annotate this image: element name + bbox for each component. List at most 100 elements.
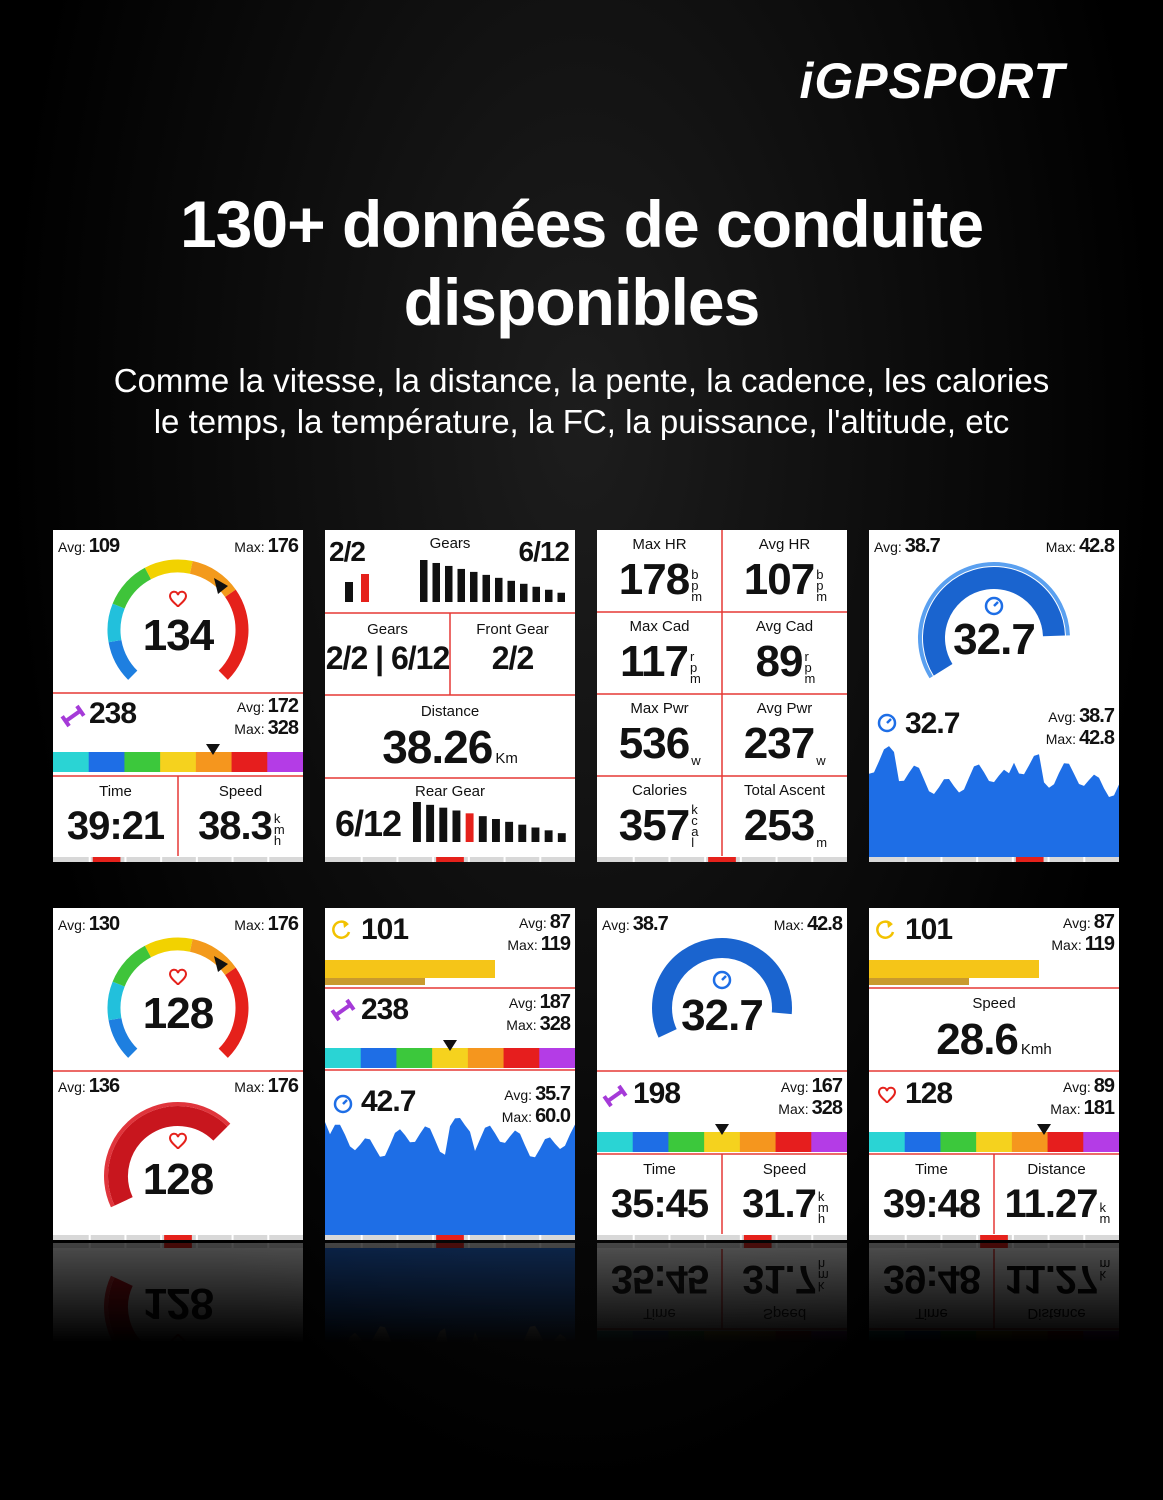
graphic — [267, 857, 270, 862]
graphic — [107, 981, 125, 1021]
graphic — [325, 1048, 362, 1068]
graphic — [360, 1235, 363, 1240]
graphic — [467, 1243, 470, 1248]
graphic — [325, 1243, 575, 1248]
graphic — [231, 1243, 234, 1248]
graphic — [107, 603, 125, 643]
graphic — [436, 857, 464, 862]
graphic — [976, 1132, 1013, 1152]
graphic — [887, 921, 893, 928]
cell-label: Time — [915, 1161, 948, 1178]
unit: rpm — [804, 649, 816, 686]
graphic — [775, 1235, 778, 1240]
graphic — [206, 744, 220, 755]
value-field: 128 — [53, 1158, 303, 1202]
stat: Max: 42.8 — [989, 728, 1115, 748]
cell-label: Speed — [762, 1305, 807, 1322]
cell-label: Time — [99, 783, 132, 800]
stat: Avg: 136 — [58, 1076, 178, 1096]
graphic — [976, 1243, 979, 1248]
graphic — [436, 1235, 464, 1240]
graphic — [520, 583, 528, 602]
device-screen: Avg: 130 Max: 176 128 Avg: 136 Max: 176 128 — [53, 908, 303, 1240]
screen-reflection: 101Avg:87Max:119238Avg:187Max:32842.7Avg… — [325, 1243, 575, 1343]
graphic — [1047, 1235, 1050, 1240]
graphic — [195, 1243, 198, 1248]
cell-label: Max Pwr — [630, 700, 689, 717]
stat: Max: 328 — [173, 718, 299, 738]
value: 31.7 — [742, 1182, 817, 1226]
graphic — [811, 1331, 847, 1343]
value: 38.3 — [198, 804, 273, 848]
graphic — [1083, 1235, 1086, 1240]
stat-label: Max: — [234, 539, 265, 555]
graphic — [811, 1132, 847, 1152]
graphic — [457, 568, 465, 602]
graphic — [124, 1243, 127, 1248]
graphic — [739, 1132, 777, 1152]
graphic — [869, 1243, 1119, 1248]
cell-label: Avg Pwr — [756, 700, 813, 717]
graphic — [189, 561, 236, 598]
graphic — [904, 857, 907, 862]
stat: Max: 328 — [445, 1014, 571, 1034]
graphic — [775, 1331, 812, 1343]
graphic — [503, 857, 506, 862]
unit: kcal — [691, 802, 699, 850]
value-field: 31.7 kmh — [722, 1257, 847, 1301]
unit: Kmh — [1020, 1041, 1052, 1058]
graphic — [195, 857, 198, 862]
screen-graphics — [53, 1243, 303, 1343]
stat-label: Max: — [234, 1079, 265, 1095]
value: 2/2 | 6/12 — [325, 640, 450, 676]
graphic — [492, 819, 500, 842]
graphic — [195, 1235, 198, 1240]
graphic — [739, 1331, 777, 1343]
stat-label: Avg: — [1062, 1079, 1091, 1095]
graphic — [108, 1277, 228, 1343]
value: 128 — [142, 1279, 214, 1328]
graphic — [503, 1235, 506, 1240]
graphic — [668, 1243, 671, 1248]
cell-label: Avg HR — [758, 536, 811, 553]
graphic — [539, 857, 542, 862]
graphic — [108, 1106, 228, 1206]
stat-value: 42.8 — [1079, 535, 1115, 557]
graphic — [325, 1118, 575, 1235]
graphic — [267, 1243, 270, 1248]
field-text: Distance — [420, 703, 480, 720]
cell-label: Max HR — [632, 536, 687, 553]
graphic — [704, 1331, 741, 1343]
stat-label: Max: — [507, 937, 538, 953]
stat-value: 35.7 — [535, 1083, 571, 1105]
stat-value: 176 — [267, 1075, 299, 1097]
graphic — [668, 1235, 671, 1240]
value-field: 35:45 — [597, 1257, 722, 1301]
graphic — [539, 1235, 542, 1240]
graphic — [53, 857, 303, 862]
graphic — [1011, 1132, 1049, 1152]
stat-value: 87 — [1093, 911, 1115, 933]
graphic — [539, 1048, 575, 1068]
description: Comme la vitesse, la distance, la pente,… — [0, 360, 1163, 442]
graphic — [195, 752, 233, 772]
graphic — [112, 567, 152, 609]
value-field: 11.27 km — [994, 1184, 1119, 1225]
value-field: 117 rpm — [597, 640, 722, 686]
graphic — [993, 601, 999, 607]
stat-label: Avg: — [236, 699, 265, 715]
graphic — [1011, 857, 1014, 862]
graphic — [445, 565, 453, 602]
screen-graphics — [869, 562, 1119, 862]
graphic — [439, 807, 448, 842]
stat-value: 38.7 — [1079, 705, 1115, 727]
value: 35:45 — [610, 1182, 709, 1226]
graphic — [632, 857, 635, 862]
field-value: 101 — [361, 913, 409, 946]
value: 28.6 — [936, 1015, 1019, 1064]
stat-value: 119 — [540, 933, 571, 955]
device-screen: Max HR 178 bpm Avg HR 107 bpm Max Cad 117 rpm Avg… — [597, 530, 847, 862]
graphic — [231, 752, 268, 772]
graphic — [164, 1235, 192, 1240]
stat-value: 328 — [811, 1097, 843, 1119]
